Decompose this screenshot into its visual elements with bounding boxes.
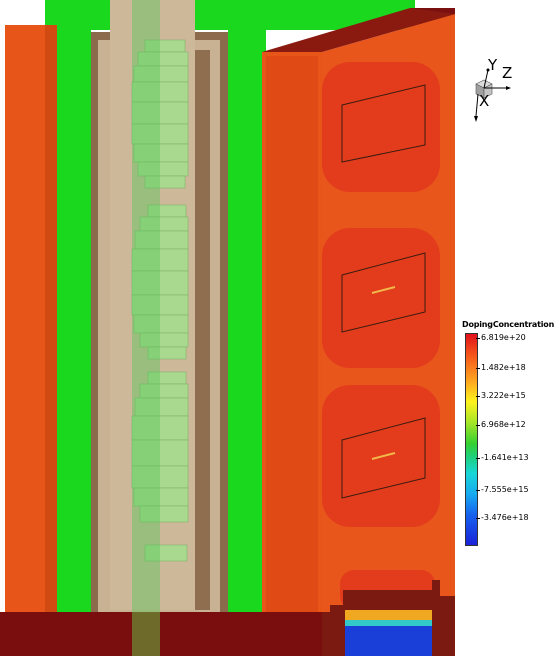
left-oxide-edge [45,25,57,625]
substrate [0,612,345,656]
side-face-top [262,8,455,52]
contact-mark-2 [371,286,396,294]
legend-label-6: -7.555e+15 [476,485,529,494]
contact-outline-1 [341,84,426,163]
axis-label-z: Z [502,64,513,82]
orientation-axes: Y Z X [466,56,526,128]
doped-region-2 [322,228,440,368]
contact-outline-3 [341,417,426,499]
legend-label-1: 6.819e+20 [476,333,526,342]
substrate-band [132,612,160,656]
left-green-column [57,0,91,625]
junction-blue [345,626,432,656]
legend-label-4: 6.968e+12 [476,420,526,429]
legend-label-2: 1.482e+18 [476,363,526,372]
contact-outline-2 [341,252,426,333]
color-legend: DopingConcentration 6.819e+20 1.482e+18 … [462,320,554,546]
legend-color-bar [465,333,478,546]
axes-glyph [474,68,511,122]
axis-label-x: X [479,92,490,110]
fin-stack-1 [131,39,189,189]
legend-title: DopingConcentration [462,320,554,329]
legend-label-3: 3.222e+15 [476,391,526,400]
junction-yellow [345,610,432,620]
legend-label-5: -1.641e+13 [476,453,529,462]
right-oxide-inner [266,56,318,624]
axis-label-y: Y [488,56,498,74]
fin-stack-3 [131,371,189,562]
fin-stack-2 [131,204,189,360]
right-green-column [228,0,266,625]
vertical-green-band [132,0,160,656]
doped-region-1 [322,62,440,192]
junction-cyan [345,620,432,626]
contact-mark-3 [371,452,396,460]
legend-label-7: -3.476e+18 [476,513,529,522]
